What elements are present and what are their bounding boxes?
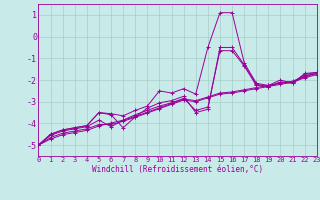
- X-axis label: Windchill (Refroidissement éolien,°C): Windchill (Refroidissement éolien,°C): [92, 165, 263, 174]
